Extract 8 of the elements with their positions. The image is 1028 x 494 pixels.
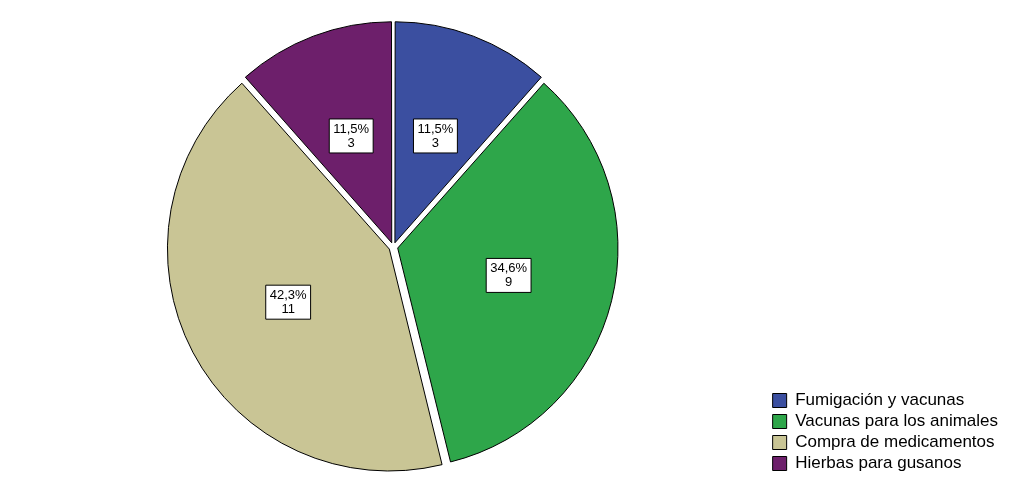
data-label: 34,6% 9 — [490, 260, 528, 289]
data-label: 11,5% 3 — [333, 120, 370, 150]
legend-label: Compra de medicamentos — [795, 432, 995, 452]
legend-label: Hierbas para gusanos — [795, 453, 962, 473]
legend-label: Fumigación y vacunas — [795, 390, 965, 410]
data-label: 42,3% 11 — [269, 286, 308, 316]
legend-label: Vacunas para los animales — [795, 411, 998, 431]
data-label: 11,5% 3 — [417, 120, 454, 150]
